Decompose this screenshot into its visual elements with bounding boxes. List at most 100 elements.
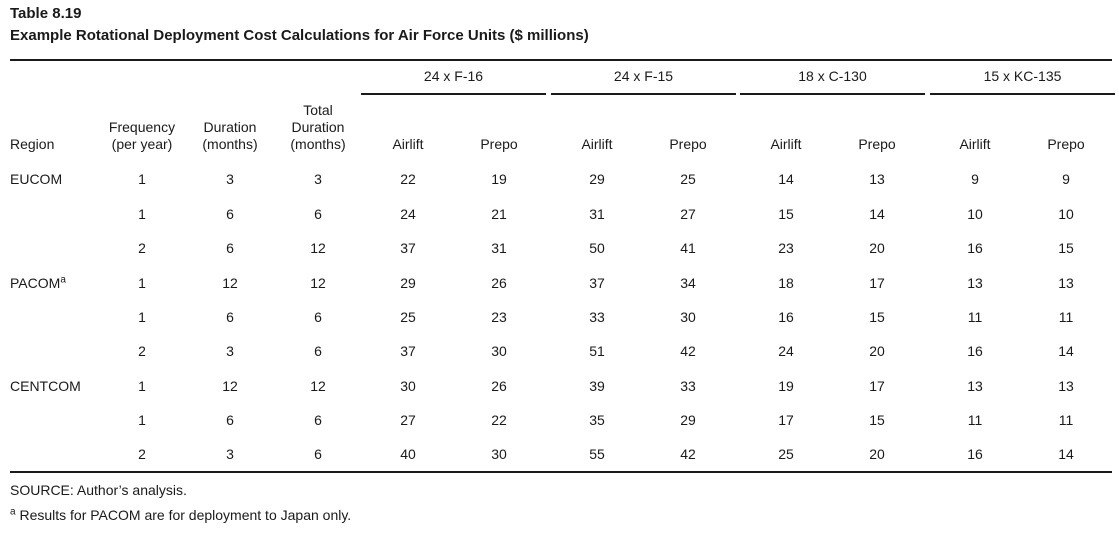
cell-value: 42 bbox=[680, 343, 696, 359]
cell-dur: 6 bbox=[226, 206, 234, 222]
cell-value: 13 bbox=[1058, 275, 1074, 291]
col-header-total-duration: Total Duration (months) bbox=[268, 102, 368, 153]
top-rule bbox=[10, 59, 1112, 61]
row-region: CENTCOM bbox=[10, 378, 120, 394]
footnote: a Results for PACOM are for deployment t… bbox=[10, 507, 351, 523]
cell-value: 37 bbox=[589, 275, 605, 291]
cell-value: 11 bbox=[967, 309, 983, 325]
cell-freq: 1 bbox=[138, 171, 146, 187]
cell-value: 13 bbox=[967, 378, 983, 394]
cell-value: 10 bbox=[1058, 206, 1074, 222]
cell-value: 25 bbox=[680, 171, 696, 187]
cell-freq: 2 bbox=[138, 446, 146, 462]
region-label: EUCOM bbox=[10, 171, 63, 187]
bottom-rule bbox=[10, 471, 1112, 473]
col-header-total-duration-line: Total bbox=[303, 102, 333, 118]
cell-total: 12 bbox=[310, 240, 326, 256]
cell-value: 14 bbox=[1058, 343, 1074, 359]
cell-value: 51 bbox=[589, 343, 605, 359]
cell-value: 31 bbox=[589, 206, 605, 222]
cell-value: 13 bbox=[1058, 378, 1074, 394]
cell-value: 20 bbox=[869, 240, 885, 256]
cell-total: 12 bbox=[310, 378, 326, 394]
cell-total: 6 bbox=[314, 309, 322, 325]
cell-value: 29 bbox=[680, 412, 696, 428]
cell-value: 26 bbox=[491, 275, 507, 291]
cell-value: 29 bbox=[400, 275, 416, 291]
cell-value: 33 bbox=[680, 378, 696, 394]
cell-value: 23 bbox=[778, 240, 794, 256]
cell-value: 55 bbox=[589, 446, 605, 462]
col-header-region: Region bbox=[10, 136, 55, 152]
col-header-airlift: Airlift bbox=[581, 136, 613, 152]
cell-total: 6 bbox=[314, 343, 322, 359]
cell-freq: 1 bbox=[138, 378, 146, 394]
cell-value: 30 bbox=[680, 309, 696, 325]
cell-value: 27 bbox=[680, 206, 696, 222]
cell-value: 33 bbox=[589, 309, 605, 325]
cell-value: 30 bbox=[491, 343, 507, 359]
cell-dur: 6 bbox=[226, 309, 234, 325]
cell-freq: 1 bbox=[138, 412, 146, 428]
col-header-frequency-line: (per year) bbox=[111, 136, 173, 152]
table-number: Table 8.19 bbox=[10, 5, 82, 22]
cell-value: 11 bbox=[1058, 412, 1074, 428]
cell-value: 10 bbox=[967, 206, 983, 222]
cell-value: 20 bbox=[869, 446, 885, 462]
group-rule bbox=[361, 93, 546, 95]
cell-value: 42 bbox=[680, 446, 696, 462]
cell-dur: 3 bbox=[226, 446, 234, 462]
row-region: PACOMa bbox=[10, 275, 120, 291]
cell-value: 22 bbox=[400, 171, 416, 187]
region-label: CENTCOM bbox=[10, 378, 81, 394]
col-header-total-duration-line: Duration bbox=[291, 119, 345, 135]
col-header-frequency-line: Frequency bbox=[108, 119, 176, 135]
col-header-prepo: Prepo bbox=[669, 136, 707, 152]
col-header-duration-line: (months) bbox=[202, 136, 258, 152]
col-header-airlift: Airlift bbox=[770, 136, 802, 152]
cell-value: 21 bbox=[491, 206, 507, 222]
cell-value: 27 bbox=[400, 412, 416, 428]
cell-value: 34 bbox=[680, 275, 696, 291]
cell-dur: 3 bbox=[226, 343, 234, 359]
cell-total: 6 bbox=[314, 206, 322, 222]
cell-value: 19 bbox=[491, 171, 507, 187]
cell-freq: 2 bbox=[138, 343, 146, 359]
footnote-text: Results for PACOM are for deployment to … bbox=[15, 507, 352, 523]
cell-value: 35 bbox=[589, 412, 605, 428]
cell-value: 39 bbox=[589, 378, 605, 394]
cell-value: 23 bbox=[491, 309, 507, 325]
cell-dur: 12 bbox=[222, 378, 238, 394]
cell-value: 14 bbox=[778, 171, 794, 187]
cell-dur: 6 bbox=[226, 240, 234, 256]
cell-value: 11 bbox=[1058, 309, 1074, 325]
cell-value: 20 bbox=[869, 343, 885, 359]
cell-value: 30 bbox=[400, 378, 416, 394]
cell-value: 29 bbox=[589, 171, 605, 187]
col-header-total-duration-line: (months) bbox=[290, 136, 346, 152]
cell-value: 15 bbox=[1058, 240, 1074, 256]
cell-freq: 1 bbox=[138, 275, 146, 291]
group-header: 24 x F-16 bbox=[423, 68, 484, 84]
cell-value: 17 bbox=[778, 412, 794, 428]
cell-dur: 3 bbox=[226, 171, 234, 187]
cell-value: 15 bbox=[869, 309, 885, 325]
cell-value: 17 bbox=[869, 275, 885, 291]
cell-value: 24 bbox=[400, 206, 416, 222]
cell-value: 9 bbox=[971, 171, 979, 187]
cell-value: 16 bbox=[967, 343, 983, 359]
cell-value: 14 bbox=[1058, 446, 1074, 462]
cell-value: 26 bbox=[491, 378, 507, 394]
col-header-prepo: Prepo bbox=[480, 136, 518, 152]
cell-dur: 6 bbox=[226, 412, 234, 428]
cell-value: 16 bbox=[967, 446, 983, 462]
region-footnote-mark: a bbox=[60, 274, 66, 286]
cell-freq: 1 bbox=[138, 309, 146, 325]
cell-value: 30 bbox=[491, 446, 507, 462]
cell-value: 16 bbox=[967, 240, 983, 256]
col-header-prepo: Prepo bbox=[1047, 136, 1085, 152]
cell-value: 15 bbox=[778, 206, 794, 222]
cell-value: 15 bbox=[869, 412, 885, 428]
group-header: 18 x C-130 bbox=[798, 68, 867, 84]
group-rule bbox=[930, 93, 1115, 95]
